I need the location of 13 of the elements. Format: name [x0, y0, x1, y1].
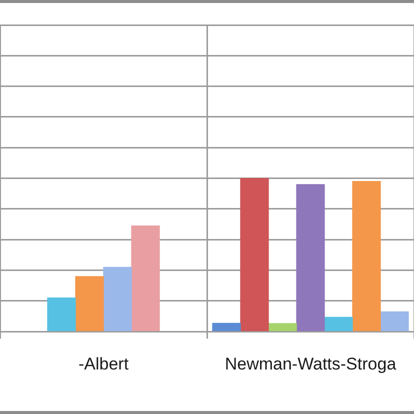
bar [380, 311, 409, 332]
bar [103, 266, 132, 332]
bar [268, 323, 297, 332]
bar [131, 225, 160, 332]
bar [212, 322, 241, 332]
bar [324, 316, 353, 332]
bar [47, 298, 76, 332]
x-tick-label: -Albert [78, 354, 129, 374]
bar [296, 184, 325, 332]
bar [352, 181, 381, 332]
bar [240, 178, 269, 332]
x-tick-label: Newman-Watts-Stroga [224, 354, 397, 374]
bar [75, 276, 104, 332]
